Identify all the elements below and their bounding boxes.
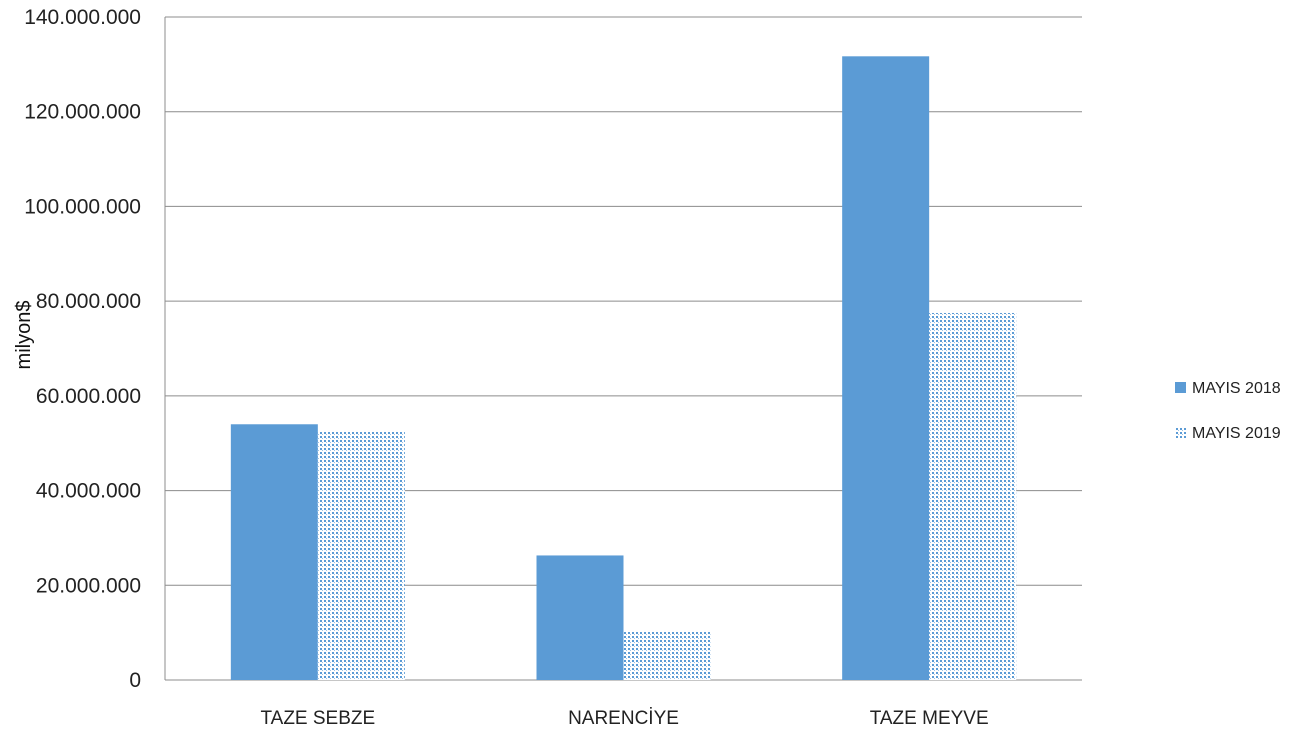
y-tick-label: 60.000.000 [36, 385, 141, 408]
bar-narenci̇ye-series-1 [536, 555, 624, 680]
legend-swatch [1175, 427, 1186, 438]
bars [230, 56, 1017, 681]
legend-label: MAYIS 2018 [1192, 380, 1281, 397]
y-tick-label: 100.000.000 [24, 195, 141, 218]
bar-taze-sebze-series-2 [317, 431, 405, 680]
bar-taze-sebze-series-1 [230, 424, 318, 680]
y-tick-label: 40.000.000 [36, 480, 141, 503]
y-tick-label: 80.000.000 [36, 290, 141, 313]
x-tick-label: TAZE SEBZE [260, 708, 375, 729]
x-tick-labels: TAZE SEBZE NARENCİYE TAZE MEYVE [260, 708, 988, 729]
y-tick-label: 120.000.000 [24, 101, 141, 124]
legend-label: MAYIS 2019 [1192, 425, 1281, 442]
y-tick-label: 20.000.000 [36, 574, 141, 597]
y-axis-title: milyon$ [13, 301, 35, 370]
y-tick-label: 0 [129, 669, 141, 692]
y-tick-labels: 0 20.000.000 40.000.000 60.000.000 80.000.00… [24, 6, 141, 692]
legend-swatch [1175, 382, 1186, 393]
bar-taze-meyve-series-2 [929, 312, 1017, 680]
bar-taze-meyve-series-1 [842, 56, 930, 681]
legend: MAYIS 2018 MAYIS 2019 [1175, 380, 1281, 442]
bar-narenci̇ye-series-2 [623, 631, 711, 680]
x-tick-label: TAZE MEYVE [870, 708, 989, 729]
y-tick-label: 140.000.000 [24, 6, 141, 29]
x-tick-label: NARENCİYE [568, 708, 679, 729]
